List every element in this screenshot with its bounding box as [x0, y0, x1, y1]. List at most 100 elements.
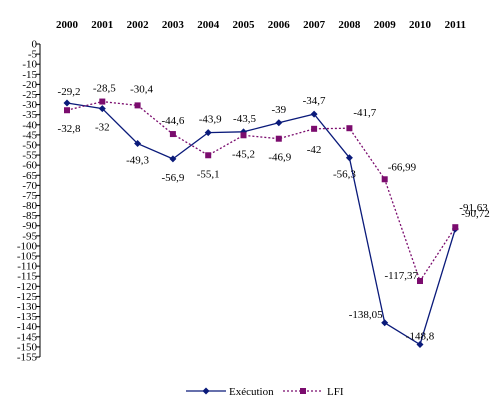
lfi-point-marker [311, 125, 318, 132]
y-tick-label: -90 [22, 220, 37, 232]
data-label: -90,72 [461, 208, 489, 220]
data-label: -29,2 [58, 86, 81, 98]
execution-point-marker [416, 340, 424, 348]
lfi-point-marker [417, 278, 423, 285]
x-tick-label: 2006 [268, 19, 291, 31]
y-tick-label: -65 [22, 170, 37, 182]
y-tick-label: -25 [22, 89, 37, 101]
legend-marker-lfi [300, 388, 306, 394]
data-label: -138,05 [349, 309, 383, 321]
series-lines [66, 100, 456, 346]
y-tick-label: -15 [22, 69, 37, 81]
x-tick-label: 2003 [162, 19, 185, 31]
y-tick-label: -40 [22, 119, 37, 131]
x-tick-label: 2002 [127, 19, 150, 31]
execution-point-marker [134, 140, 142, 148]
y-tick-label: -35 [22, 109, 37, 121]
y-tick-label: -60 [22, 160, 37, 172]
y-tick-label: -5 [28, 49, 38, 61]
y-tick-label: -120 [17, 281, 38, 293]
y-tick-label: -145 [17, 331, 38, 343]
y-tick-label: -55 [22, 150, 37, 162]
y-tick-label: -130 [17, 301, 38, 313]
y-tick-label: -85 [22, 210, 37, 222]
y-tick-label: -100 [17, 240, 38, 252]
lfi-point-marker [452, 224, 459, 231]
lfi-point-marker [346, 125, 353, 132]
y-tick-label: -75 [22, 190, 37, 202]
lfi-point-marker [169, 131, 176, 138]
x-tick-label: 2011 [445, 19, 466, 31]
data-label: -42 [307, 144, 322, 156]
data-label: -43,9 [199, 114, 222, 126]
y-tick-label: -115 [17, 271, 37, 283]
y-tick-label: 0 [32, 39, 38, 51]
y-tick-label: -30 [22, 99, 37, 111]
data-label: -66,99 [388, 161, 417, 173]
lfi-point-marker [134, 102, 141, 109]
data-label: -44,6 [161, 115, 184, 127]
y-tick-label: -45 [22, 129, 37, 141]
data-label: -43,5 [233, 113, 256, 125]
data-label: -91,63 [459, 202, 488, 214]
data-markers [63, 98, 459, 348]
data-label: -45,2 [232, 148, 255, 160]
y-tick-label: -150 [17, 341, 38, 353]
lfi-point-marker [240, 132, 247, 139]
y-tick-label: -140 [17, 321, 38, 333]
y-tick-label: -95 [22, 230, 37, 242]
data-label: -56,3 [333, 169, 356, 181]
data-label: -56,9 [161, 172, 184, 184]
lfi-point-marker [99, 98, 106, 105]
lfi-point-marker [205, 152, 212, 159]
legend-label-lfi: LFI [327, 386, 344, 398]
y-tick-label: -125 [17, 291, 38, 303]
x-tick-label: 2005 [233, 19, 256, 31]
x-tick-label: 2009 [374, 19, 397, 31]
execution-point-marker [98, 105, 106, 113]
y-tick-label: -80 [22, 200, 37, 212]
data-label: -46,9 [268, 152, 291, 164]
execution-point-marker [63, 99, 71, 107]
legend-marker-execution [202, 387, 210, 395]
data-labels: -29,2 -32 -49,3 -56,9 -43,9 -43,5 -39 -34,7 -56,… [58, 83, 490, 343]
series-line-execution [66, 102, 456, 346]
y-tick-label: -135 [17, 311, 38, 323]
lfi-point-marker [275, 135, 282, 142]
data-label: -39 [271, 104, 286, 116]
data-label: -148,8 [406, 330, 435, 342]
data-label: -34,7 [303, 95, 326, 107]
execution-point-marker [204, 129, 212, 137]
data-label: -32,8 [58, 123, 81, 135]
data-label: -49,3 [126, 155, 149, 167]
x-tick-label: 2007 [303, 19, 326, 31]
x-tick-label: 2000 [56, 19, 79, 31]
data-label: -117,37 [384, 270, 418, 282]
x-axis-labels: 2000 2001 2002 2003 2004 2005 2006 2007 2008 2009… [56, 19, 466, 31]
execution-point-marker [345, 154, 353, 162]
x-tick-label: 2001 [91, 19, 113, 31]
execution-point-marker [275, 119, 283, 127]
y-tick-label: -70 [22, 180, 37, 192]
lfi-point-marker [64, 107, 70, 114]
y-tick-label: -50 [22, 139, 37, 151]
legend-label-execution: Exécution [229, 386, 274, 398]
x-tick-label: 2008 [338, 19, 361, 31]
data-label: -32 [95, 122, 110, 134]
series-line-lfi [66, 100, 456, 283]
y-axis: 0-5-10-15-20-25-30-35-40-45-50-55-60-65-… [17, 39, 41, 364]
execution-point-marker [169, 155, 177, 163]
y-tick-label: -105 [17, 251, 38, 263]
data-label: -28,5 [93, 83, 116, 95]
x-tick-label: 2004 [197, 19, 220, 31]
y-tick-label: -155 [17, 352, 38, 364]
lfi-point-marker [381, 176, 388, 183]
data-label: -55,1 [197, 168, 220, 180]
x-tick-label: 2010 [409, 19, 432, 31]
data-label: -41,7 [353, 107, 376, 119]
y-tick-label: -10 [22, 59, 37, 71]
y-tick-label: -110 [17, 261, 37, 273]
data-label: -30,4 [130, 83, 153, 95]
y-tick-label: -20 [22, 79, 37, 91]
